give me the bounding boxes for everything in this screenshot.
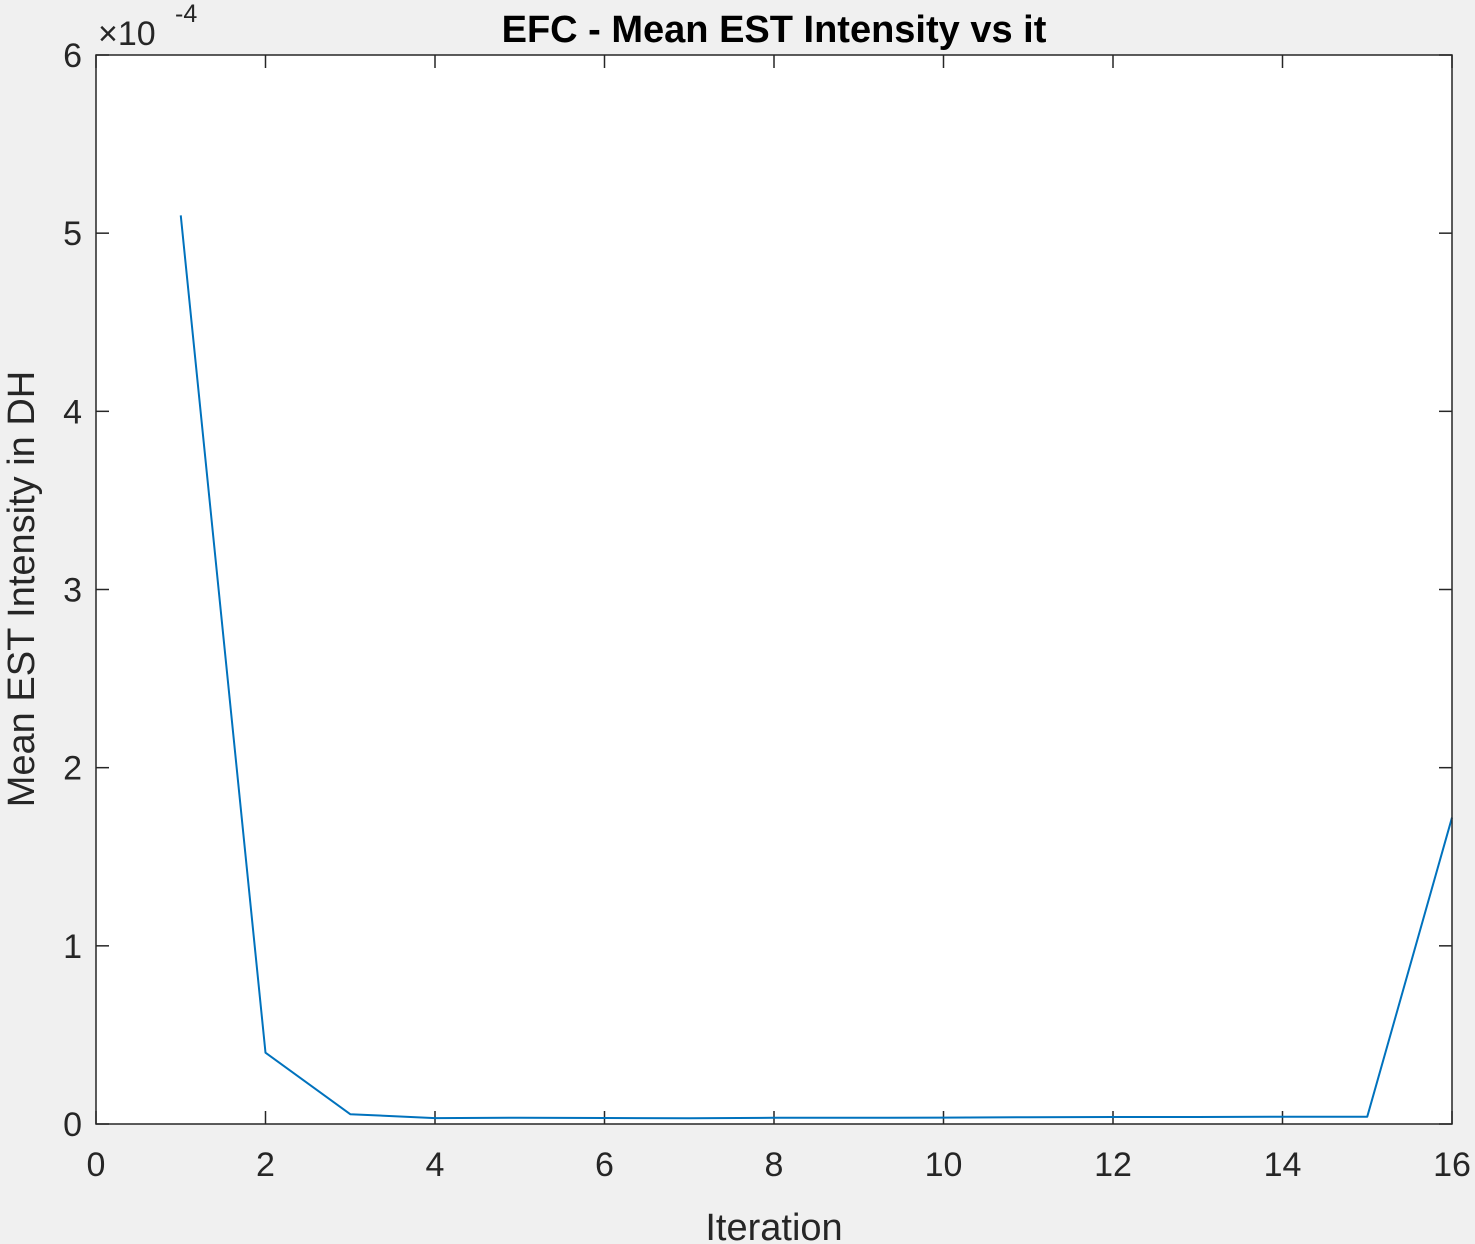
y-multiplier-times: ×10 xyxy=(98,15,156,53)
x-tick-label: 4 xyxy=(426,1146,445,1184)
y-tick-labels: 0 1 2 3 4 5 6 xyxy=(63,37,82,1144)
x-axis-label: Iteration xyxy=(705,1207,842,1244)
x-tick-label: 10 xyxy=(925,1146,963,1184)
y-tick-label: 2 xyxy=(63,750,82,788)
y-tick-label: 1 xyxy=(63,928,82,966)
x-tick-label: 0 xyxy=(87,1146,106,1184)
y-tick-label: 3 xyxy=(63,572,82,610)
plot-area xyxy=(96,55,1452,1124)
y-tick-label: 4 xyxy=(63,393,82,431)
y-tick-label: 6 xyxy=(63,37,82,75)
x-tick-label: 16 xyxy=(1433,1146,1471,1184)
x-tick-label: 8 xyxy=(765,1146,784,1184)
axes-box xyxy=(95,54,1453,1125)
y-axis-label: Mean EST Intensity in DH xyxy=(1,371,43,807)
x-tick-label: 2 xyxy=(256,1146,275,1184)
x-tick-label: 14 xyxy=(1264,1146,1302,1184)
series-layer xyxy=(179,215,1453,1120)
x-tick-label: 12 xyxy=(1094,1146,1132,1184)
y-multiplier-exponent: -4 xyxy=(175,0,197,28)
y-tick-label: 0 xyxy=(63,1106,82,1144)
x-tick-label: 6 xyxy=(595,1146,614,1184)
series-line xyxy=(179,215,1453,1120)
x-tick-labels: 0 2 4 6 8 10 12 14 16 xyxy=(87,1146,1471,1184)
chart-title: EFC - Mean EST Intensity vs it xyxy=(502,9,1047,51)
y-tick-label: 5 xyxy=(63,215,82,253)
